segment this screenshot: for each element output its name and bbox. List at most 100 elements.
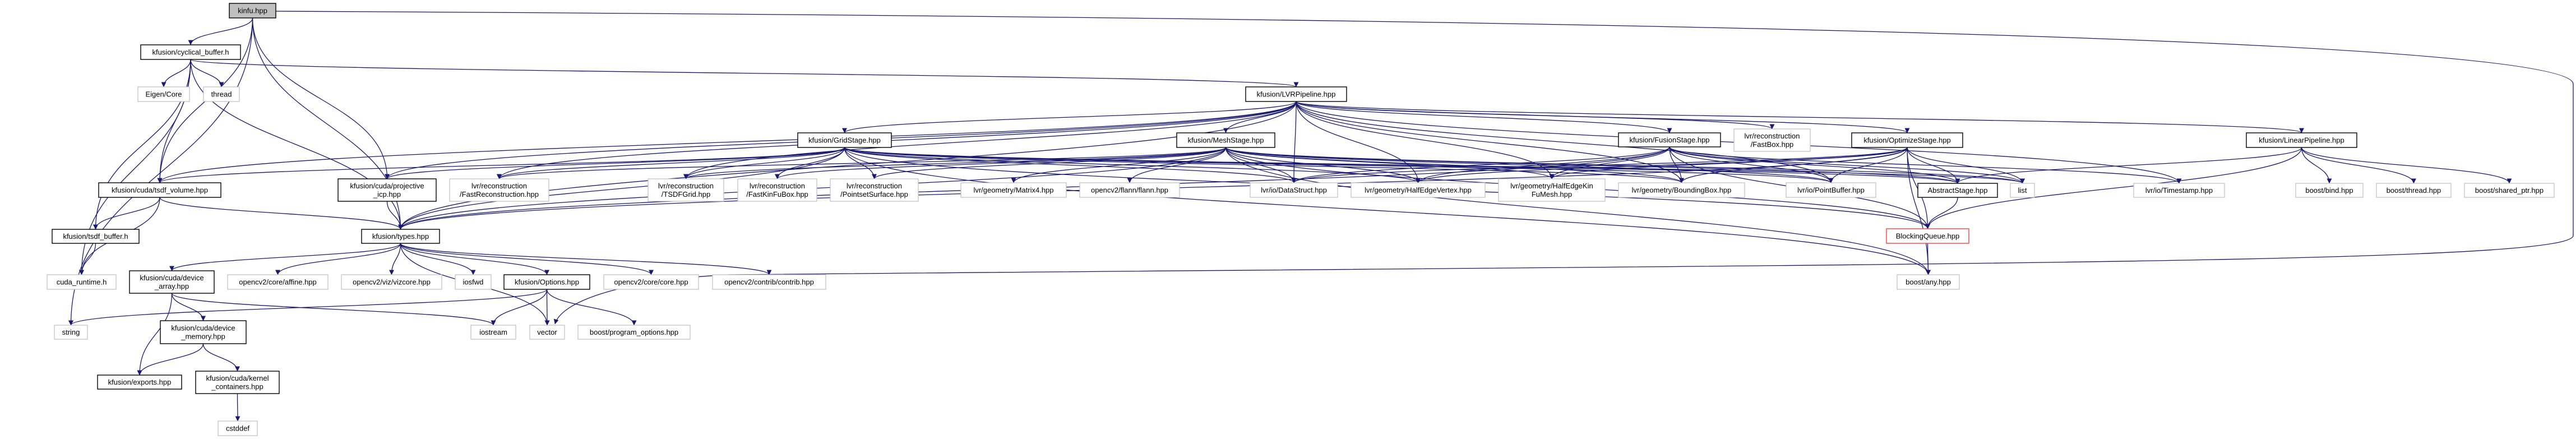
node-iosfwd: iosfwd: [455, 274, 492, 290]
edge-mesh-to-pbuf: [1225, 147, 1834, 183]
node-box: [648, 178, 724, 202]
edge-tsdfbuf-to-cudart: [79, 243, 96, 275]
edge-mesh-to-tsdfgrid: [683, 147, 1227, 179]
node-box: [455, 274, 492, 290]
node-devmem[interactable]: kfusion/cuda/device_memory.hpp: [160, 320, 247, 344]
node-box: [203, 86, 240, 102]
edge-devmem-to-kcont: [202, 343, 240, 372]
node-label: /FastBox.hpp: [1751, 140, 1794, 149]
node-bind: boost/bind.hpp: [2295, 183, 2364, 198]
node-hev: lvr/geometry/HalfEdgeVertex.hpp: [1351, 182, 1486, 198]
node-progopt: boost/program_options.hpp: [577, 325, 691, 340]
node-matrix4: lvr/geometry/Matrix4.hpp: [960, 182, 1067, 198]
node-iostream: iostream: [470, 325, 516, 340]
node-label: boost/thread.hpp: [2387, 186, 2441, 195]
edge-types-to-core: [400, 243, 654, 275]
node-label: kfusion/LVRPipeline.hpp: [1257, 90, 1336, 99]
node-kcont[interactable]: kfusion/cuda/kernel_containers.hpp: [195, 371, 280, 394]
node-grid[interactable]: kfusion/GridStage.hpp: [797, 132, 892, 148]
edge-optim-to-pbuf: [1828, 147, 1908, 183]
node-label: lvr/io/PointBuffer.hpp: [1797, 186, 1865, 195]
node-viz: opencv2/viz/vizcore.hpp: [341, 274, 442, 290]
node-exports[interactable]: kfusion/exports.hpp: [97, 375, 182, 390]
edge-options-to-progopt: [546, 289, 637, 326]
edge-mesh-to-fastrec: [497, 147, 1227, 179]
node-devarr[interactable]: kfusion/cuda/device_array.hpp: [129, 270, 215, 294]
node-pss: lvr/reconstruction/PointsetSurface.hpp: [830, 178, 919, 202]
node-tsdfvol[interactable]: kfusion/cuda/tsdf_volume.hpp: [98, 182, 221, 198]
node-bbox: lvr/geometry/BoundingBox.hpp: [1618, 182, 1745, 198]
edge-grid-to-types: [398, 147, 845, 230]
node-label: thread: [211, 90, 232, 99]
node-box: [1498, 178, 1606, 202]
node-bthread: boost/thread.hpp: [2376, 183, 2452, 198]
node-icp[interactable]: kfusion/cuda/projective_icp.hpp: [337, 178, 437, 202]
node-label: BlockingQueue.hpp: [1896, 232, 1959, 241]
node-label: Eigen/Core: [145, 90, 182, 99]
edge-lvrp-to-bbox: [1296, 101, 1684, 183]
node-box: [52, 229, 140, 244]
node-box: [2246, 132, 2357, 148]
node-box: [830, 178, 919, 202]
node-options[interactable]: kfusion/Options.hpp: [503, 274, 590, 290]
node-box: [1245, 86, 1347, 102]
edge-options-to-vector: [544, 289, 550, 326]
node-label: boost/program_options.hpp: [590, 328, 678, 336]
node-cyc[interactable]: kfusion/cyclical_buffer.h: [140, 44, 241, 60]
node-label: kfusion/GridStage.hpp: [808, 136, 881, 145]
node-label: /FastReconstruction.hpp: [460, 190, 539, 198]
node-lvrp[interactable]: kfusion/LVRPipeline.hpp: [1245, 86, 1347, 102]
node-box: [503, 274, 590, 290]
node-flann: opencv2/flann/flann.hpp: [1079, 182, 1180, 198]
node-sptr: boost/shared_ptr.hpp: [2464, 183, 2555, 198]
node-box: [47, 274, 117, 290]
node-box: [337, 178, 437, 202]
node-tsdfbuf[interactable]: kfusion/tsdf_buffer.h: [52, 229, 140, 244]
node-box: [737, 178, 817, 202]
edge-options-to-iostream: [491, 289, 548, 326]
node-linear[interactable]: kfusion/LinearPipeline.hpp: [2246, 132, 2357, 148]
node-box: [1351, 182, 1486, 198]
edge-mesh-to-datastruct: [1225, 147, 1297, 183]
edge-grid-to-bbox: [844, 147, 1684, 183]
node-tsdfgrid: lvr/reconstruction/TSDFGrid.hpp: [648, 178, 724, 202]
edge-lvrp-to-pbuf: [1296, 101, 1834, 183]
edge-grid-to-tsdfvol: [157, 147, 845, 183]
node-label: /TSDFGrid.hpp: [662, 190, 710, 198]
node-box: [1897, 274, 1960, 290]
node-fusion[interactable]: kfusion/FusionStage.hpp: [1618, 132, 1721, 147]
edge-lvrp-to-types: [398, 101, 1297, 230]
node-abstract[interactable]: AbstractStage.hpp: [1917, 183, 1998, 198]
edge-optim-to-list: [1907, 147, 2025, 184]
node-eigen: Eigen/Core: [137, 86, 190, 102]
node-label: cuda_runtime.h: [57, 278, 107, 286]
node-fastrec: lvr/reconstruction/FastReconstruction.hp…: [449, 178, 549, 202]
node-bq[interactable]: BlockingQueue.hpp: [1886, 228, 1969, 244]
edge-mesh-to-matrix4: [1011, 147, 1227, 183]
node-kinfu[interactable]: kinfu.hpp: [229, 3, 276, 19]
edge-mesh-to-bbox: [1225, 147, 1684, 183]
node-box: [960, 182, 1067, 198]
node-box: [137, 86, 190, 102]
node-box: [160, 320, 247, 344]
node-types[interactable]: kfusion/types.hpp: [361, 229, 440, 244]
edge-fusion-to-abstract: [1669, 146, 1960, 184]
edge-fusion-to-datastruct: [1291, 146, 1670, 183]
node-optim[interactable]: kfusion/OptimizeStage.hpp: [1851, 132, 1963, 148]
node-label: _containers.hpp: [211, 382, 263, 391]
node-label: opencv2/flann/flann.hpp: [1091, 186, 1168, 195]
node-box: [1618, 182, 1745, 198]
edge-optim-to-hekm: [1549, 147, 1908, 179]
edge-devarr-to-iostream: [171, 293, 496, 326]
node-label: kfusion/cyclical_buffer.h: [152, 48, 229, 57]
node-mesh[interactable]: kfusion/MeshStage.hpp: [1176, 132, 1275, 148]
edge-optim-to-bq: [1907, 147, 1930, 229]
node-box: [54, 325, 88, 340]
edge-cyc-to-eigen: [161, 59, 191, 87]
node-box: [2464, 183, 2555, 198]
node-label: list: [2018, 186, 2027, 195]
node-affine: opencv2/core/affine.hpp: [227, 274, 329, 290]
node-box: [1917, 183, 1998, 198]
